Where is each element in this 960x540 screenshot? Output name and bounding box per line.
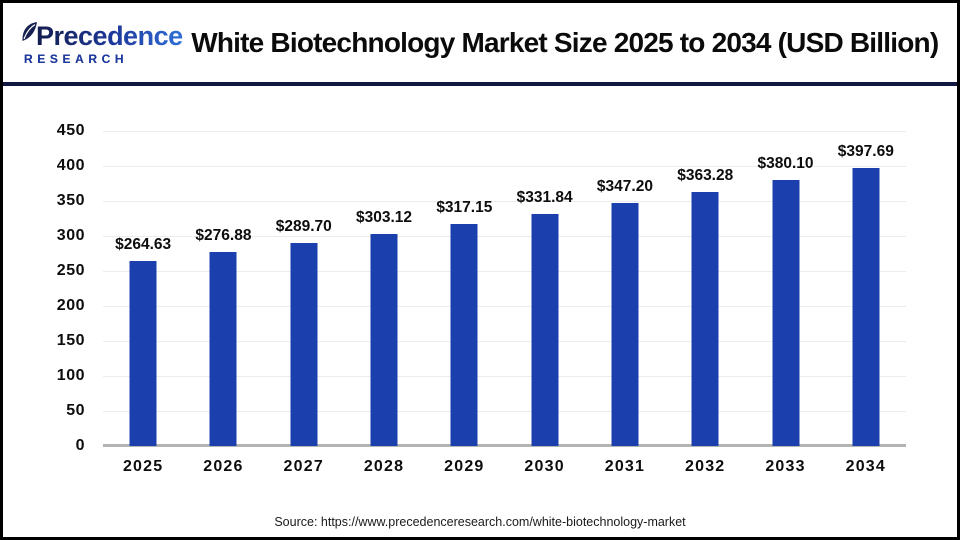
- bar-column: $264.63: [103, 131, 183, 446]
- bar-column: $289.70: [264, 131, 344, 446]
- y-tick-label: 150: [56, 332, 85, 349]
- y-gridline: [103, 341, 906, 342]
- x-tick-label: 2028: [363, 458, 405, 475]
- header-divider: [3, 82, 957, 86]
- x-axis: 2025 2026 2027 2028 2029 2030 2031 2032 2033 2034: [103, 458, 906, 476]
- x-tick-label: 2025: [122, 458, 164, 475]
- brand-logo: Precedence RESEARCH: [21, 19, 183, 66]
- y-tick-label: 400: [56, 157, 85, 174]
- y-gridline: [103, 201, 906, 202]
- x-tick-label: 2029: [444, 458, 485, 475]
- bar-column: $276.88: [183, 131, 263, 446]
- bar-2030: [531, 213, 559, 446]
- bar-2026: [209, 252, 237, 446]
- bar-2028: [370, 233, 398, 446]
- logo-brand-subtitle: RESEARCH: [21, 52, 183, 66]
- x-tick-label: 2032: [685, 458, 726, 475]
- y-gridline: [103, 411, 906, 412]
- bar-value-label: $363.28: [677, 166, 734, 184]
- plot-area: $264.63 $276.88 $289.70 $303.12 $317.15 $331.…: [103, 131, 906, 447]
- x-axis-baseline: [103, 444, 906, 447]
- x-tick-label: 2031: [604, 458, 646, 475]
- bar-2031: [611, 202, 639, 446]
- y-tick-label: 250: [56, 262, 85, 279]
- bar-chart: 0 50 100 150 200 250 300 350 400 450 $264.63 $276.…: [3, 86, 957, 537]
- bar-value-label: $397.69: [837, 142, 894, 160]
- y-gridline: [103, 131, 906, 132]
- y-tick-label: 450: [56, 122, 85, 139]
- bar-2027: [290, 243, 318, 446]
- y-tick-label: 100: [56, 367, 85, 384]
- y-tick-label: 350: [56, 192, 85, 209]
- y-tick-label: 300: [56, 227, 85, 244]
- chart-title: White Biotechnology Market Size 2025 to …: [191, 26, 939, 58]
- source-text: Source: https://www.precedenceresearch.c…: [274, 515, 686, 529]
- bar-column: $397.69: [826, 131, 906, 446]
- bar-value-label: $331.84: [516, 188, 573, 206]
- footer: Source: https://www.precedenceresearch.c…: [3, 515, 957, 529]
- y-tick-label: 0: [75, 437, 85, 454]
- bar-value-label: $276.88: [195, 227, 252, 245]
- y-gridline: [103, 166, 906, 167]
- bar-value-label: $347.20: [596, 177, 653, 195]
- bar-column: $363.28: [665, 131, 745, 446]
- bar-column: $347.20: [585, 131, 665, 446]
- x-tick-label: 2026: [203, 458, 244, 475]
- bar-value-label: $264.63: [115, 235, 172, 253]
- bar-column: $317.15: [424, 131, 504, 446]
- y-gridline: [103, 306, 906, 307]
- x-tick-label: 2027: [283, 458, 324, 475]
- logo-brand-name: Precedence: [36, 21, 183, 51]
- y-tick-label: 50: [66, 402, 85, 419]
- x-tick-label: 2030: [524, 458, 565, 475]
- bar-column: $303.12: [344, 131, 424, 446]
- bar-value-label: $317.15: [436, 199, 493, 216]
- header: Precedence RESEARCH White Biotechnology …: [3, 3, 957, 82]
- logo-wordmark-row: Precedence: [21, 21, 183, 51]
- bar-value-label: $380.10: [757, 154, 814, 172]
- bar-column: $380.10: [745, 131, 825, 446]
- leaf-icon: [22, 22, 37, 41]
- bar-2032: [691, 191, 719, 446]
- bar-value-label: $303.12: [356, 208, 413, 226]
- bar-2034: [852, 167, 880, 446]
- x-tick-label: 2034: [845, 458, 887, 475]
- y-gridline: [103, 376, 906, 377]
- bar-value-label: $289.70: [275, 218, 332, 236]
- bar-2029: [450, 224, 478, 446]
- bars-container: $264.63 $276.88 $289.70 $303.12 $317.15 $331.…: [103, 131, 906, 446]
- bar-2025: [129, 260, 157, 446]
- bar-column: $331.84: [504, 131, 584, 446]
- y-gridline: [103, 271, 906, 272]
- x-tick-label: 2033: [765, 458, 806, 475]
- bar-2033: [772, 179, 800, 446]
- y-tick-label: 200: [56, 297, 85, 314]
- y-gridline: [103, 236, 906, 237]
